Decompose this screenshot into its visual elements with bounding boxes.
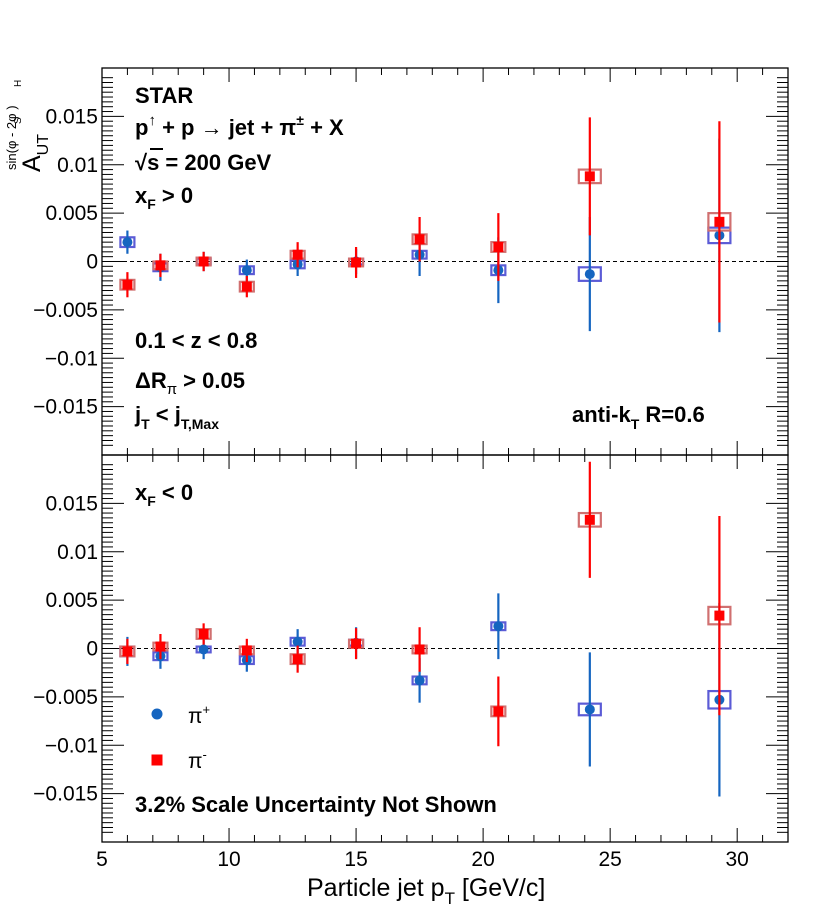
zero-lines — [102, 261, 788, 649]
data-point-pi-plus — [198, 644, 209, 655]
y-tick-label: −0.015 — [33, 783, 98, 806]
data-point-pi-plus — [122, 237, 133, 248]
x-tick-label: 30 — [726, 848, 749, 871]
y-axis-title: AUT sin(φ - 2φ ) S H — [4, 80, 52, 172]
legend-marker-pi-minus — [151, 754, 163, 766]
data-point-pi-minus — [493, 706, 504, 717]
y-tick-label: 0.01 — [57, 154, 98, 177]
data-point-pi-minus — [292, 654, 303, 665]
data-point-pi-minus — [241, 645, 252, 656]
data-point-pi-minus — [292, 249, 303, 260]
data-point-pi-minus — [351, 638, 362, 649]
data-point-pi-minus — [155, 641, 166, 652]
data-point-pi-plus — [584, 269, 595, 280]
x-tick-label: 10 — [217, 848, 240, 871]
data-point-pi-plus — [241, 265, 252, 276]
y-tick-label: −0.005 — [33, 299, 98, 322]
y-tick-label: 0.01 — [57, 541, 98, 564]
scale-uncertainty-note: 3.2% Scale Uncertainty Not Shown — [135, 792, 497, 817]
y-tick-label: −0.015 — [33, 396, 98, 419]
reaction-label: p↑ + p → jet + π± + X — [135, 112, 344, 140]
jet-algorithm-label: anti-kT R=0.6 — [572, 402, 705, 432]
data-point-pi-minus — [198, 628, 209, 639]
data-point-pi-minus — [198, 256, 209, 267]
y-tick-label: −0.01 — [45, 347, 98, 370]
delta-r-label: ΔRπ > 0.05 — [135, 368, 245, 398]
data-points — [119, 117, 732, 797]
data-point-pi-minus — [584, 514, 595, 525]
y-tick-label: 0 — [86, 251, 98, 274]
data-point-pi-minus — [493, 241, 504, 252]
data-point-pi-minus — [584, 171, 595, 182]
data-point-pi-minus — [351, 257, 362, 268]
svg-text:H: H — [13, 80, 24, 87]
energy-label: √s = 200 GeV — [135, 150, 272, 175]
y-tick-label: −0.005 — [33, 686, 98, 709]
data-point-pi-minus — [241, 281, 252, 292]
data-point-pi-minus — [414, 644, 425, 655]
data-point-pi-plus — [292, 636, 303, 647]
jt-cut-label: jT < jT,Max — [134, 402, 219, 432]
data-point-pi-plus — [493, 621, 504, 632]
data-point-pi-plus — [584, 704, 595, 715]
experiment-label: STAR — [135, 83, 193, 108]
legend-marker-pi-plus — [151, 708, 163, 720]
y-tick-label: 0.005 — [45, 589, 98, 612]
y-tick-label: 0 — [86, 638, 98, 661]
z-cut-label: 0.1 < z < 0.8 — [135, 328, 257, 353]
svg-text:AUT: AUT — [18, 134, 52, 172]
xf-negative-label: xF < 0 — [135, 480, 193, 509]
data-point-pi-minus — [155, 260, 166, 271]
y-tick-label: 0.015 — [45, 105, 98, 128]
x-tick-label: 5 — [96, 848, 108, 871]
axis-tick-labels: 5 10 15 20 25 30 −0.015 −0.01 −0.005 0 0.005 0.01 0.… — [33, 105, 749, 871]
data-point-pi-minus — [414, 234, 425, 245]
svg-text:sin(φ - 2φ ): sin(φ - 2φ ) — [4, 105, 19, 170]
legend: π+ π- — [151, 702, 210, 773]
y-tick-label: −0.01 — [45, 734, 98, 757]
svg-text:S: S — [13, 117, 24, 124]
x-tick-label: 15 — [344, 848, 367, 871]
data-point-pi-minus — [714, 216, 725, 227]
data-point-pi-plus — [414, 675, 425, 686]
x-tick-label: 25 — [598, 848, 621, 871]
data-point-pi-minus — [122, 279, 133, 290]
data-point-pi-minus — [122, 646, 133, 657]
data-point-pi-minus — [714, 610, 725, 621]
x-tick-label: 20 — [471, 848, 494, 871]
axis-ticks — [101, 68, 789, 842]
legend-label-pi-plus: π+ — [188, 702, 210, 728]
xf-positive-label: xF > 0 — [135, 183, 193, 212]
y-tick-label: 0.015 — [45, 492, 98, 515]
legend-label-pi-minus: π- — [188, 747, 207, 773]
y-tick-label: 0.005 — [45, 202, 98, 225]
x-axis-title: Particle jet pT [GeV/c] — [307, 874, 545, 908]
